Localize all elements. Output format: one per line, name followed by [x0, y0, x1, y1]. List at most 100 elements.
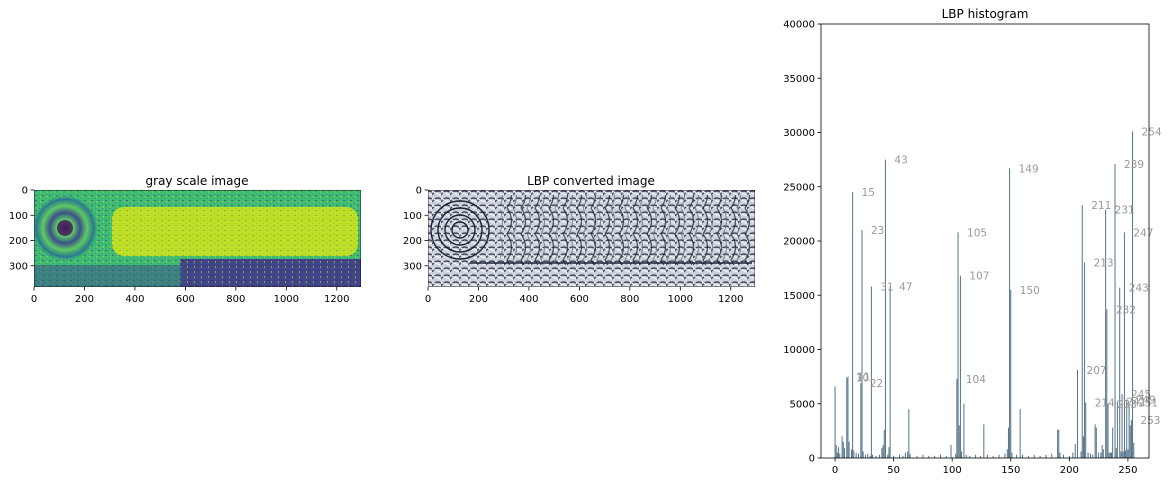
histogram-bar: [1081, 205, 1083, 458]
histogram-bar: [922, 454, 924, 458]
histogram-bar: [1111, 452, 1112, 458]
lbp-image-x-ticks: 0 200 400 600 800 1000 1200: [425, 287, 744, 305]
histogram-bar: [959, 275, 961, 458]
bin-label: 207: [1087, 365, 1107, 377]
histogram-bar: [965, 454, 967, 458]
histogram-bar: [955, 453, 957, 458]
histogram-bar: [958, 425, 960, 458]
x-tick-label: 1000: [274, 294, 299, 305]
histogram-bar: [1106, 309, 1108, 458]
y-tick-label: 40000: [783, 20, 815, 31]
histogram-bar: [1115, 448, 1117, 458]
histogram-bar: [957, 232, 959, 458]
histogram-bar: [950, 444, 952, 458]
histogram-bar: [934, 455, 936, 458]
histogram-bars: [834, 131, 1135, 459]
histogram-bar: [843, 448, 845, 458]
bin-label: 253: [1140, 415, 1160, 427]
y-tick-label: 25000: [783, 182, 815, 193]
histogram-bar: [1089, 453, 1091, 458]
histogram-bar: [940, 454, 941, 458]
histogram-bar: [884, 159, 886, 458]
histogram-bar: [1084, 262, 1086, 458]
histogram-bar: [1095, 427, 1097, 458]
y-tick-label: 300: [9, 261, 28, 272]
histogram-bar: [983, 424, 985, 458]
bin-label: 249: [1136, 394, 1156, 406]
histogram-bar: [1105, 209, 1107, 458]
y-tick-label: 0: [809, 454, 815, 465]
lbp-image-y-ticks: 0 100 200 300: [403, 186, 428, 272]
bin-label: 231: [1115, 205, 1135, 217]
histogram-bar: [883, 429, 885, 458]
histogram-bar: [867, 453, 869, 458]
histogram-bar: [1072, 452, 1074, 458]
y-tick-label: 200: [9, 236, 28, 247]
histogram-bar: [860, 383, 862, 458]
histogram-bar: [1051, 453, 1053, 458]
histogram-bar: [1098, 452, 1100, 458]
x-tick-label: 0: [425, 294, 431, 305]
histogram-bar: [1101, 444, 1103, 458]
bin-label: 23: [871, 225, 884, 237]
y-tick-label: 200: [403, 236, 422, 247]
histogram-bar: [945, 455, 947, 458]
bin-label: 243: [1129, 283, 1149, 295]
bin-label: 104: [966, 374, 986, 386]
histogram-bar: [963, 403, 965, 458]
histogram-bar: [1007, 427, 1009, 458]
histogram-axes-frame: [820, 23, 1150, 459]
histogram-bar: [882, 444, 884, 458]
gray-scale-image: [34, 190, 361, 287]
histogram-bar: [861, 230, 863, 458]
bin-label: 233: [1117, 399, 1137, 411]
y-tick-label: 300: [403, 261, 422, 272]
histogram-bar: [908, 409, 910, 458]
histogram-bar: [1094, 424, 1096, 458]
y-tick-label: 35000: [783, 74, 815, 85]
x-tick-label: 100: [943, 465, 962, 476]
bin-label: 22: [870, 378, 883, 390]
histogram-bar: [1132, 131, 1134, 459]
histogram-bar: [1116, 401, 1118, 458]
x-tick-label: 0: [31, 294, 37, 305]
histogram-bar: [1010, 289, 1012, 458]
histogram-bar: [961, 451, 963, 458]
bin-label: 105: [967, 227, 987, 239]
histogram-bar: [1004, 453, 1006, 458]
histogram-bar: [887, 454, 889, 458]
bin-label: 31: [880, 282, 893, 294]
histogram-bar: [1011, 452, 1013, 458]
histogram-bar: [928, 455, 930, 458]
histogram-bar: [870, 286, 872, 458]
histogram-bar: [893, 455, 895, 458]
x-tick-label: 1000: [668, 294, 693, 305]
bin-label: 241: [1126, 397, 1146, 409]
gray-scale-y-ticks: 0 100 200 300: [9, 186, 34, 272]
histogram-bar: [852, 192, 854, 459]
histogram-x-ticks: 0 50 100 150 200 250: [832, 458, 1137, 476]
gray-scale-title: gray scale image: [146, 174, 249, 188]
histogram-bar: [1112, 427, 1114, 458]
x-tick-label: 400: [519, 294, 538, 305]
histogram-bar: [1022, 454, 1023, 458]
histogram-y-ticks: 0 5000 10000 15000 20000 25000 30000 35000 40000: [783, 20, 821, 465]
histogram-bar: [1077, 370, 1079, 458]
bin-label: 247: [1133, 227, 1153, 239]
histogram-bar: [1074, 443, 1076, 458]
histogram-bar: [1130, 420, 1132, 458]
histogram-bar: [956, 378, 958, 458]
histogram-bar: [1059, 452, 1061, 458]
bin-label: 15: [862, 187, 875, 199]
x-tick-label: 800: [620, 294, 639, 305]
histogram-bar: [1080, 451, 1082, 458]
x-tick-label: 200: [469, 294, 488, 305]
histogram-bar: [875, 455, 877, 458]
histogram-bar: [1063, 454, 1064, 458]
histogram-bar: [841, 436, 843, 458]
y-tick-label: 100: [9, 211, 28, 222]
histogram-bar: [865, 454, 866, 458]
histogram-bar: [1019, 409, 1021, 458]
lbp-image-panel: LBP converted image 0 200 400 600 800 1000 120…: [403, 174, 755, 305]
histogram-bar: [1114, 163, 1116, 458]
